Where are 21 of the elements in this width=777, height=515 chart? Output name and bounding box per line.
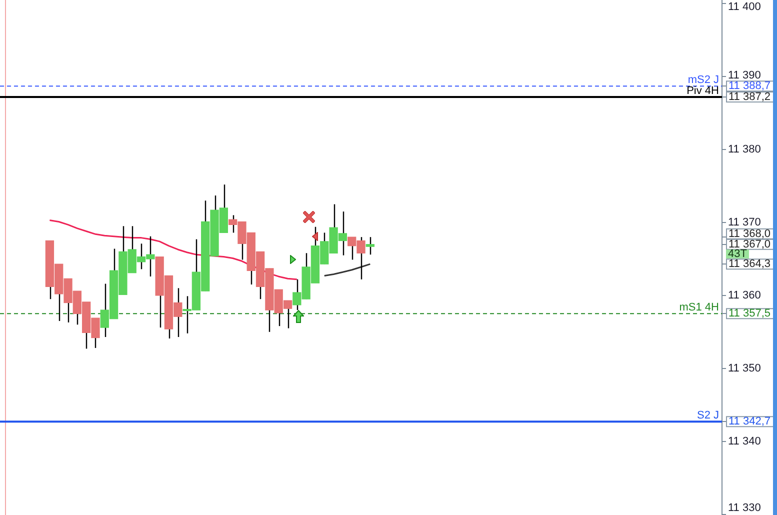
y-tick-label: 11 370 xyxy=(728,216,761,229)
y-tick-label: 11 364,3 xyxy=(728,258,771,270)
y-tick-label: 11 360 xyxy=(728,289,761,302)
y-tick-label: 11 388,7 xyxy=(728,80,771,92)
y-tick-label: 11 367,0 xyxy=(728,238,771,250)
ref-line-label: S2 J xyxy=(696,410,719,422)
y-tick-label: 11 350 xyxy=(728,362,761,374)
y-tick-label: 11 368,0 xyxy=(728,228,771,240)
ref-line-label: Piv 4H xyxy=(686,85,720,98)
y-tick-label: 11 357,5 xyxy=(728,308,771,320)
ref-line-label: mS2 J xyxy=(688,74,719,86)
text: 43T xyxy=(728,248,748,260)
y-tick-label: 11 342,7 xyxy=(728,416,771,428)
candlestick xyxy=(366,236,374,256)
y-tick-label: 11 340 xyxy=(728,435,761,448)
y-tick-label: 11 330 xyxy=(728,502,761,514)
y-tick-label: 11 390 xyxy=(728,70,761,82)
y-tick-label: 11 400 xyxy=(728,1,761,14)
y-tick-label: 11 380 xyxy=(728,144,761,156)
y-tick-label: 11 387,2 xyxy=(728,91,771,104)
ref-line-label: mS1 4H xyxy=(679,302,720,314)
